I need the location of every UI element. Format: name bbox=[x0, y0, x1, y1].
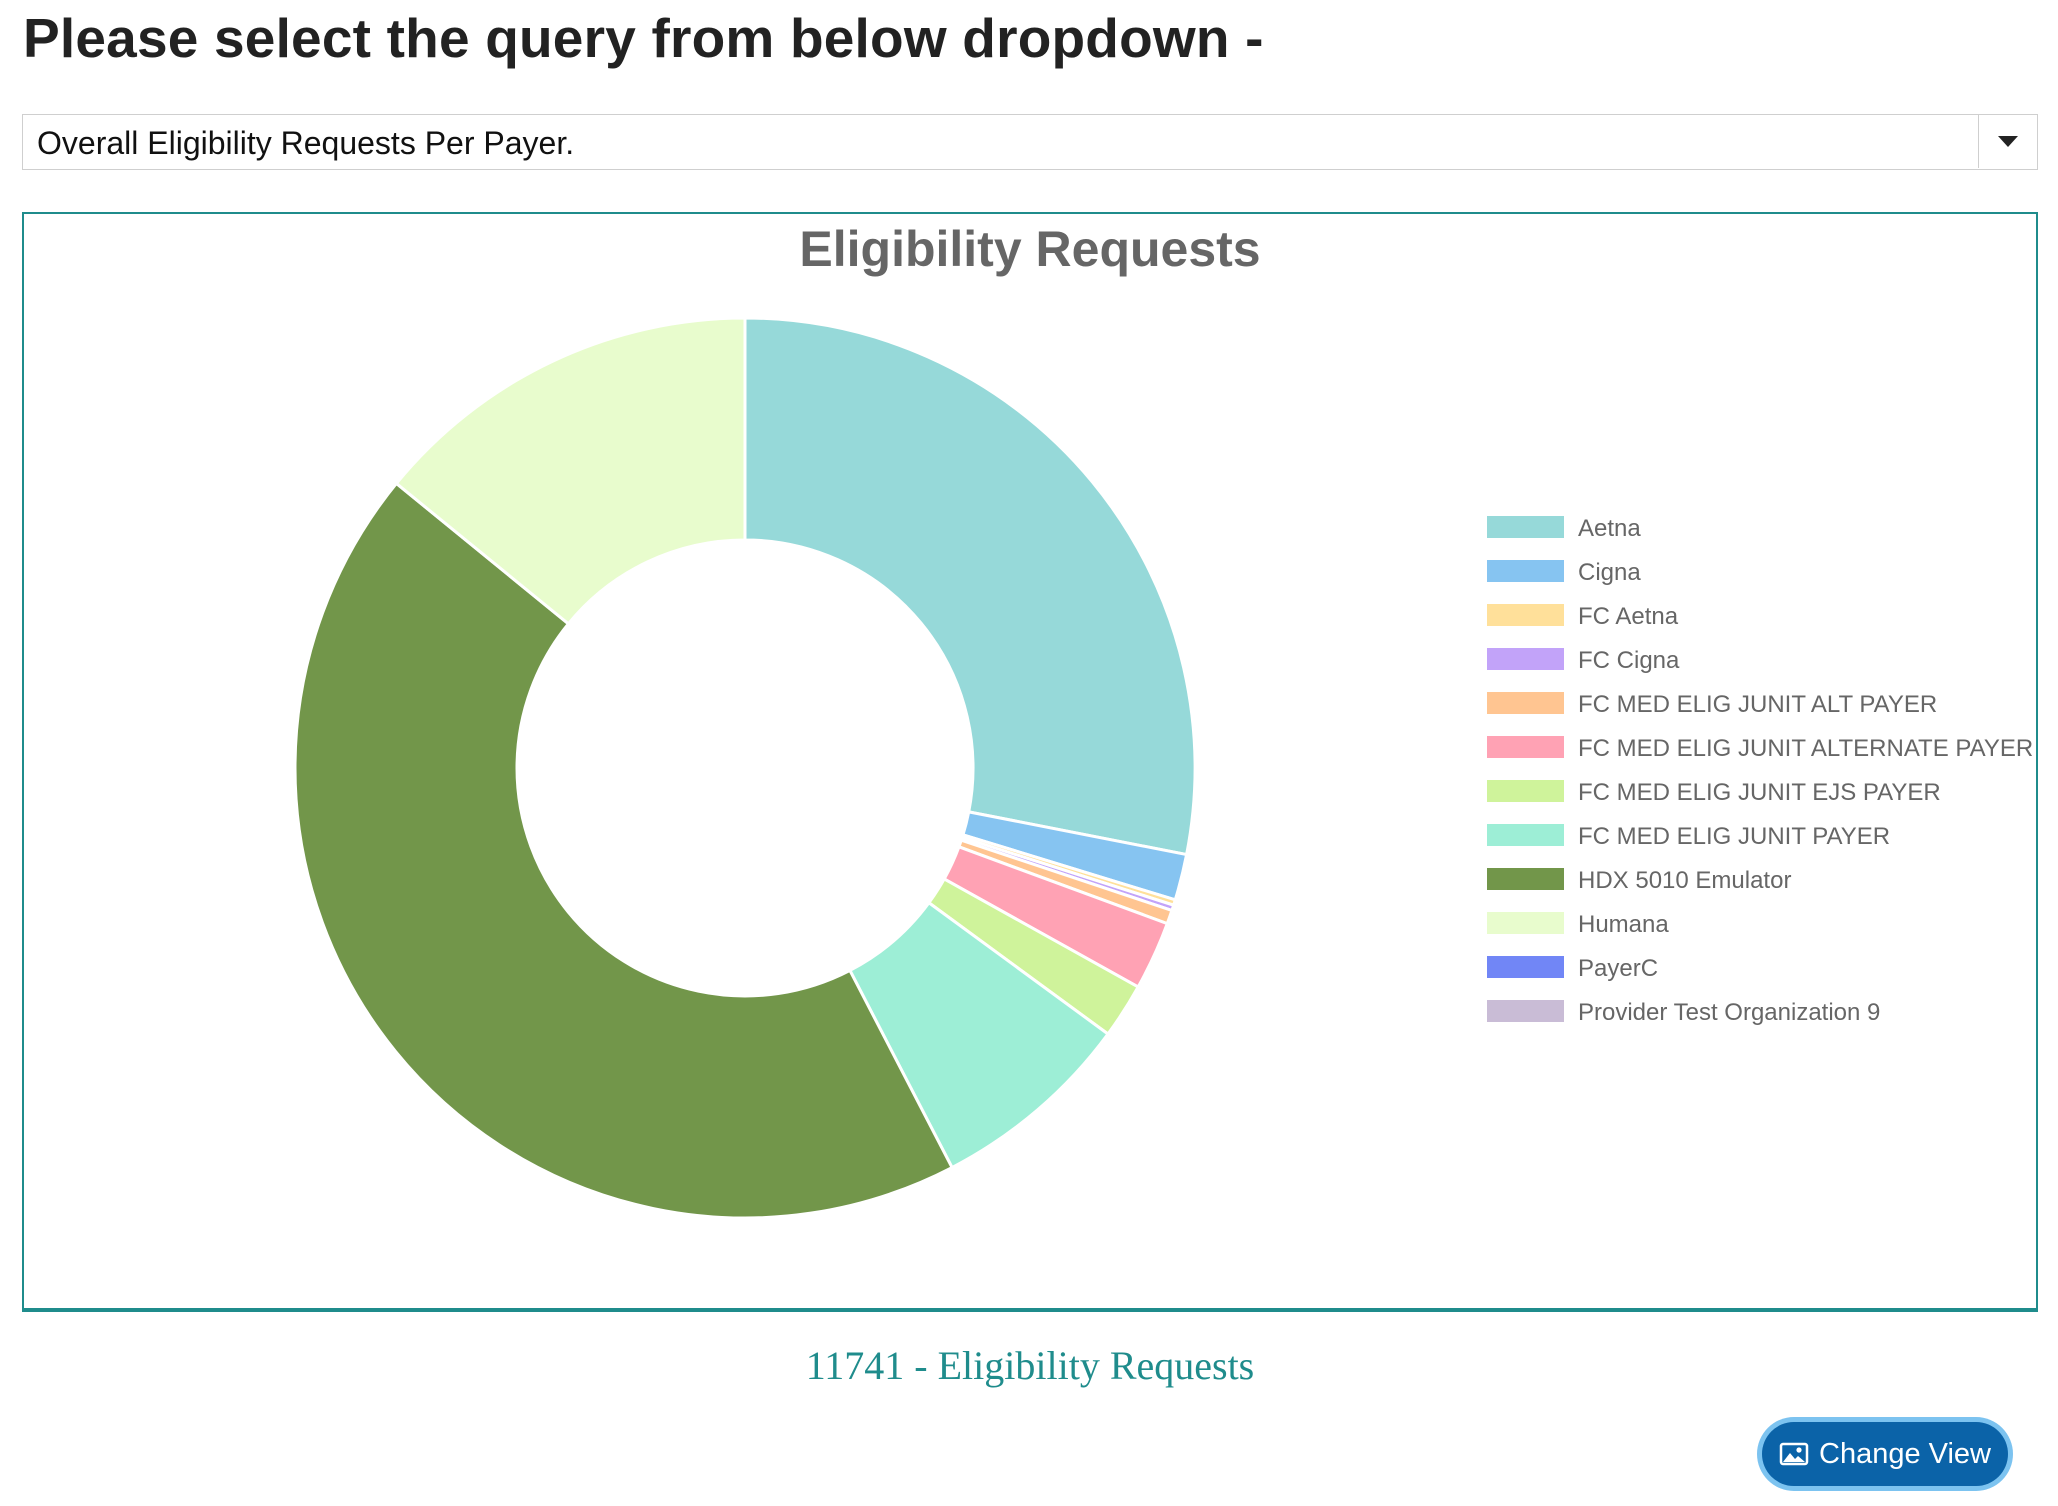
image-icon bbox=[1779, 1442, 1809, 1466]
legend-swatch[interactable] bbox=[1487, 560, 1564, 582]
legend-label[interactable]: PayerC bbox=[1578, 955, 1658, 982]
legend-swatch[interactable] bbox=[1487, 648, 1564, 670]
legend-label[interactable]: FC MED ELIG JUNIT ALTERNATE PAYER bbox=[1578, 735, 2033, 762]
chart-panel: Eligibility Requests Aetna Cigna FC Aetna FC… bbox=[22, 212, 2038, 1386]
legend-label[interactable]: FC MED ELIG JUNIT ALT PAYER bbox=[1578, 691, 1937, 718]
legend-label[interactable]: Humana bbox=[1578, 911, 1669, 938]
legend-swatch[interactable] bbox=[1487, 604, 1564, 626]
query-dropdown[interactable]: Overall Eligibility Requests Per Payer. bbox=[22, 114, 2038, 170]
legend-swatch[interactable] bbox=[1487, 824, 1564, 846]
summary-count-text: 11741 - Eligibility Requests bbox=[805, 1343, 1255, 1388]
legend-swatch[interactable] bbox=[1487, 516, 1564, 538]
legend-swatch[interactable] bbox=[1487, 956, 1564, 978]
legend-label[interactable]: HDX 5010 Emulator bbox=[1578, 867, 1791, 894]
legend-label[interactable]: FC MED ELIG JUNIT EJS PAYER bbox=[1578, 779, 1941, 806]
legend-swatch[interactable] bbox=[1487, 780, 1564, 802]
change-view-label: Change View bbox=[1819, 1437, 1991, 1470]
legend-label[interactable]: FC Aetna bbox=[1578, 603, 1679, 630]
change-view-button[interactable]: Change View bbox=[1762, 1422, 2008, 1486]
caret-down-icon[interactable] bbox=[1978, 115, 2037, 168]
chart-title: Eligibility Requests bbox=[799, 221, 1260, 277]
legend-label[interactable]: FC Cigna bbox=[1578, 647, 1680, 674]
legend-swatch[interactable] bbox=[1487, 868, 1564, 890]
legend-label[interactable]: Cigna bbox=[1578, 559, 1641, 586]
chart-area: Eligibility Requests Aetna Cigna FC Aetna FC… bbox=[24, 214, 2036, 1311]
query-dropdown-value: Overall Eligibility Requests Per Payer. bbox=[37, 125, 575, 161]
legend-label[interactable]: Provider Test Organization 9 bbox=[1578, 999, 1880, 1026]
page-title: Please select the query from below dropd… bbox=[23, 7, 1264, 69]
eligibility-donut-chart: Eligibility Requests Aetna Cigna FC Aetna FC… bbox=[293, 221, 2033, 1220]
slice-humana[interactable] bbox=[394, 316, 747, 626]
legend-swatch[interactable] bbox=[1487, 692, 1564, 714]
slice-aetna[interactable] bbox=[743, 316, 1197, 857]
summary-count: 11741 - Eligibility Requests bbox=[24, 1311, 2036, 1411]
legend-label[interactable]: Aetna bbox=[1578, 515, 1641, 542]
legend-swatch[interactable] bbox=[1487, 1000, 1564, 1022]
legend-swatch[interactable] bbox=[1487, 736, 1564, 758]
slice-hdx-5010-emulator[interactable] bbox=[293, 481, 955, 1220]
legend-swatch[interactable] bbox=[1487, 912, 1564, 934]
legend-label[interactable]: FC MED ELIG JUNIT PAYER bbox=[1578, 823, 1890, 850]
